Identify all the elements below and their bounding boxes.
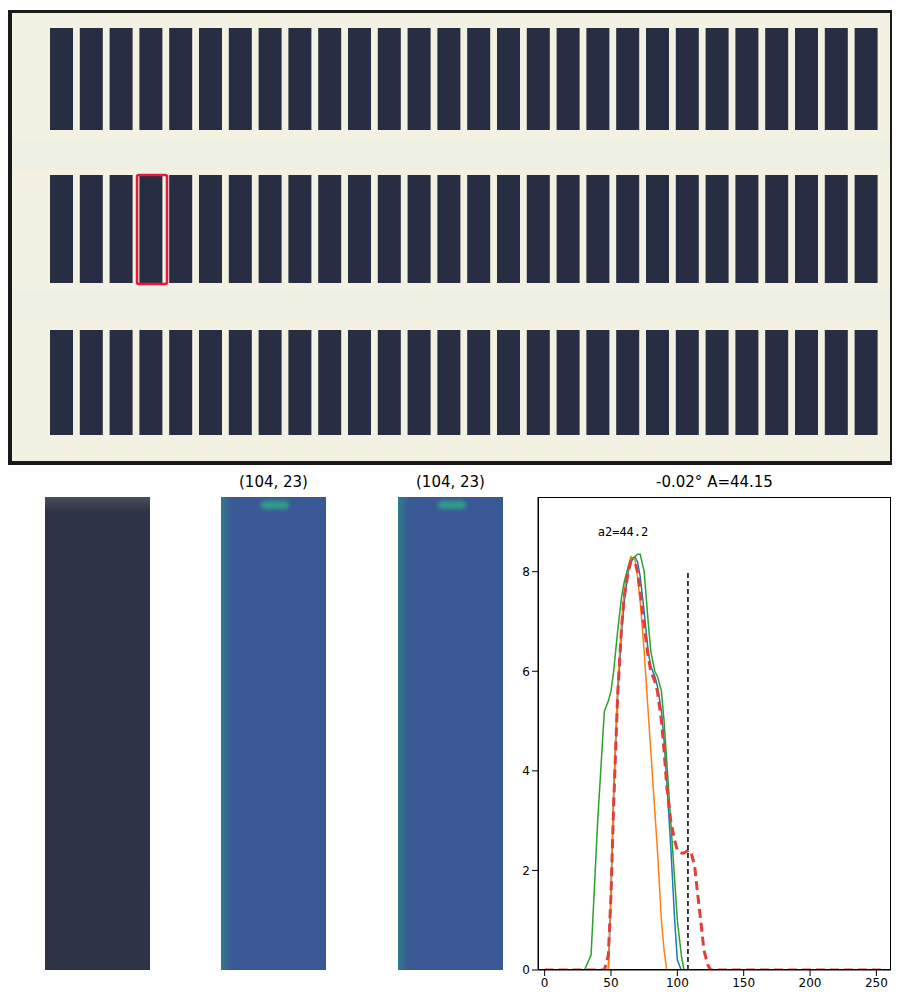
svg-text:250: 250 (865, 976, 888, 990)
svg-text:100: 100 (666, 976, 689, 990)
svg-text:2: 2 (522, 864, 530, 878)
svg-text:4: 4 (522, 764, 530, 778)
svg-text:0: 0 (541, 976, 549, 990)
html-text:(104, 23): (104, 23) (239, 473, 308, 491)
svg-text:6: 6 (522, 665, 530, 679)
html-text:(104, 23): (104, 23) (416, 473, 485, 491)
svg-text:200: 200 (799, 976, 822, 990)
svg-text:8: 8 (522, 565, 530, 579)
html-text:-0.02° A=44.15: -0.02° A=44.15 (656, 473, 773, 491)
svg-text:0: 0 (522, 963, 530, 977)
svg-text:a2=44.2: a2=44.2 (598, 525, 649, 539)
svg-text:150: 150 (732, 976, 755, 990)
svg-text:50: 50 (603, 976, 618, 990)
